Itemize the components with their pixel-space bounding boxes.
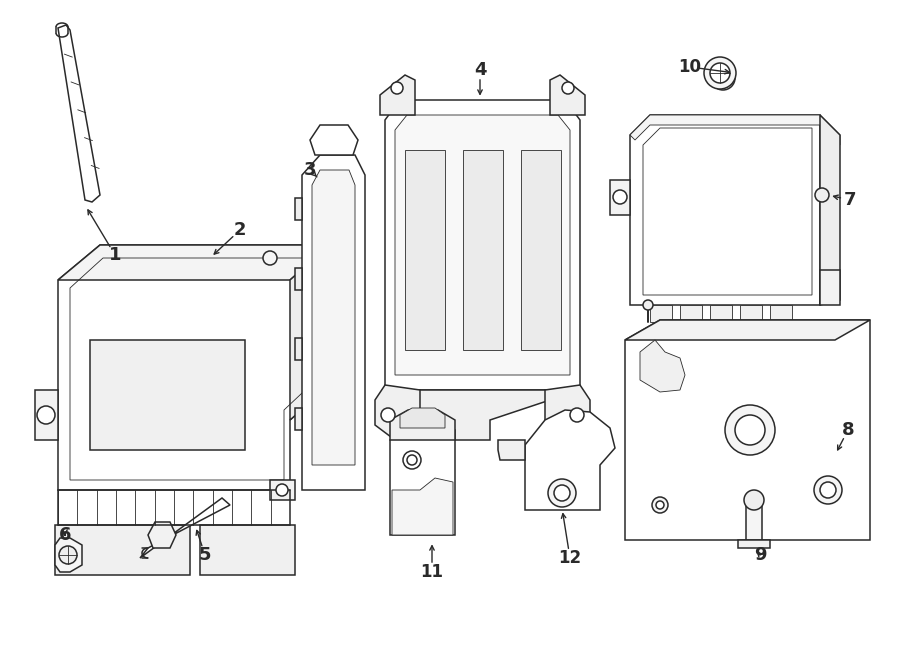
Polygon shape — [58, 25, 100, 202]
Polygon shape — [55, 525, 190, 575]
Polygon shape — [295, 338, 302, 360]
Circle shape — [263, 251, 277, 265]
Polygon shape — [820, 115, 840, 305]
Polygon shape — [290, 245, 330, 420]
Circle shape — [744, 490, 764, 510]
Polygon shape — [498, 440, 525, 460]
Polygon shape — [140, 498, 230, 558]
Polygon shape — [710, 305, 732, 322]
Polygon shape — [55, 538, 82, 572]
Text: 9: 9 — [754, 546, 766, 564]
Circle shape — [403, 451, 421, 469]
Circle shape — [554, 485, 570, 501]
Polygon shape — [400, 408, 445, 428]
Circle shape — [735, 415, 765, 445]
Circle shape — [276, 484, 288, 496]
Polygon shape — [746, 500, 762, 540]
Polygon shape — [770, 305, 792, 322]
Polygon shape — [395, 115, 570, 375]
Polygon shape — [650, 305, 672, 322]
Polygon shape — [463, 150, 503, 350]
Circle shape — [381, 408, 395, 422]
Polygon shape — [640, 340, 685, 392]
Text: 7: 7 — [844, 191, 856, 209]
Text: 6: 6 — [58, 526, 71, 544]
Polygon shape — [625, 320, 870, 540]
Circle shape — [613, 190, 627, 204]
Circle shape — [407, 455, 417, 465]
Circle shape — [59, 546, 77, 564]
Circle shape — [391, 82, 403, 94]
Polygon shape — [630, 115, 840, 145]
Polygon shape — [58, 245, 330, 490]
Polygon shape — [521, 150, 561, 350]
Polygon shape — [312, 170, 355, 465]
Text: 3: 3 — [304, 161, 316, 179]
Polygon shape — [375, 385, 420, 440]
Polygon shape — [310, 125, 358, 155]
Polygon shape — [35, 390, 58, 440]
Circle shape — [725, 405, 775, 455]
Circle shape — [562, 82, 574, 94]
Circle shape — [548, 479, 576, 507]
Circle shape — [656, 501, 664, 509]
Polygon shape — [380, 75, 415, 115]
Polygon shape — [630, 115, 820, 305]
Polygon shape — [200, 525, 295, 575]
Text: 5: 5 — [199, 546, 212, 564]
Polygon shape — [738, 540, 770, 548]
Text: 2: 2 — [234, 221, 247, 239]
Polygon shape — [385, 100, 580, 390]
Polygon shape — [295, 408, 302, 430]
Text: 1: 1 — [109, 246, 122, 264]
Circle shape — [710, 63, 730, 83]
Circle shape — [815, 188, 829, 202]
Text: 10: 10 — [679, 58, 701, 76]
Polygon shape — [625, 320, 870, 340]
Polygon shape — [295, 198, 302, 220]
Polygon shape — [270, 480, 295, 500]
Polygon shape — [58, 245, 330, 280]
Text: 11: 11 — [420, 563, 444, 581]
Polygon shape — [148, 522, 176, 548]
Polygon shape — [545, 385, 590, 440]
Text: 4: 4 — [473, 61, 486, 79]
Polygon shape — [820, 270, 840, 305]
Circle shape — [716, 71, 730, 85]
Text: 12: 12 — [558, 549, 581, 567]
Circle shape — [570, 408, 584, 422]
Polygon shape — [390, 410, 455, 440]
Polygon shape — [385, 390, 580, 440]
Polygon shape — [525, 410, 615, 510]
Polygon shape — [405, 150, 445, 350]
Circle shape — [652, 497, 668, 513]
Circle shape — [704, 57, 736, 89]
Polygon shape — [680, 305, 702, 322]
Polygon shape — [392, 478, 453, 535]
Polygon shape — [90, 340, 245, 450]
Circle shape — [711, 66, 735, 90]
Circle shape — [820, 482, 836, 498]
Circle shape — [37, 406, 55, 424]
Polygon shape — [550, 75, 585, 115]
Circle shape — [643, 300, 653, 310]
Polygon shape — [302, 155, 365, 490]
Polygon shape — [295, 268, 302, 290]
Polygon shape — [390, 415, 455, 535]
Circle shape — [814, 476, 842, 504]
Polygon shape — [610, 180, 630, 215]
Polygon shape — [740, 305, 762, 322]
Text: 8: 8 — [842, 421, 854, 439]
